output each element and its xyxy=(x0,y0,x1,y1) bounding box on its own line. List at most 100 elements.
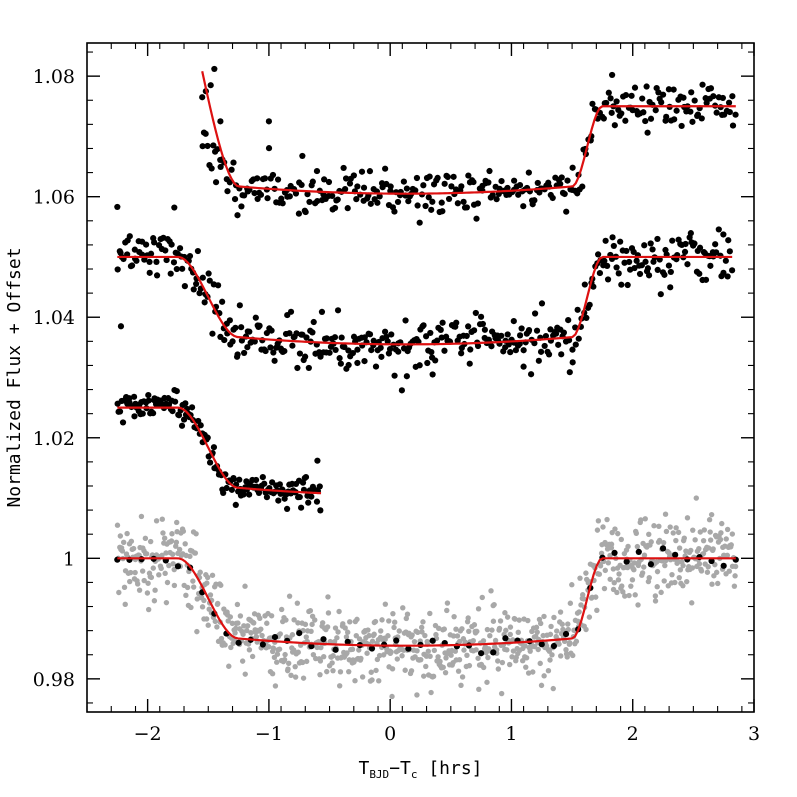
raw-point xyxy=(351,659,357,665)
data-point xyxy=(657,291,664,298)
raw-point xyxy=(190,578,196,584)
raw-point xyxy=(121,584,128,591)
raw-point xyxy=(573,638,580,645)
raw-point xyxy=(266,644,272,650)
raw-point xyxy=(732,573,738,579)
data-point xyxy=(538,300,546,307)
data-point xyxy=(537,348,545,355)
raw-point xyxy=(234,601,241,608)
data-point xyxy=(230,475,237,483)
raw-point xyxy=(660,539,667,546)
data-point xyxy=(609,71,616,79)
data-point xyxy=(694,111,702,118)
raw-point xyxy=(605,560,612,566)
data-point xyxy=(549,194,556,202)
raw-point xyxy=(597,563,604,569)
data-point xyxy=(572,341,579,348)
data-point xyxy=(608,109,615,116)
data-point xyxy=(412,187,419,194)
raw-point xyxy=(676,545,683,551)
data-point xyxy=(353,196,360,203)
raw-point xyxy=(631,560,637,566)
data-point xyxy=(252,314,259,321)
data-point xyxy=(367,200,374,207)
raw-point xyxy=(389,666,396,672)
data-point xyxy=(691,97,698,104)
raw-point xyxy=(385,633,391,639)
raw-point xyxy=(638,517,644,523)
raw-point xyxy=(218,582,224,588)
data-point xyxy=(448,183,455,190)
raw-point xyxy=(418,656,424,663)
raw-point xyxy=(274,651,281,657)
data-point xyxy=(131,413,138,420)
data-point xyxy=(725,99,733,106)
x-tick-label: 3 xyxy=(748,723,760,745)
data-point xyxy=(252,476,260,484)
raw-point xyxy=(444,607,450,614)
y-tick-label: 1.04 xyxy=(33,307,75,329)
raw-point xyxy=(134,581,141,587)
data-point xyxy=(238,337,245,344)
raw-point xyxy=(403,615,410,622)
raw-point xyxy=(170,561,176,567)
raw-point xyxy=(356,647,362,653)
data-point xyxy=(354,359,361,367)
binned-point xyxy=(308,643,315,650)
raw-point xyxy=(628,583,634,589)
raw-point xyxy=(437,658,443,665)
raw-point xyxy=(442,669,449,676)
raw-point xyxy=(264,620,270,626)
data-point xyxy=(341,343,348,351)
raw-point xyxy=(194,628,200,635)
raw-point xyxy=(557,609,564,615)
data-point xyxy=(673,107,680,114)
data-point xyxy=(602,237,609,244)
raw-point xyxy=(631,567,637,573)
data-point xyxy=(439,208,446,215)
raw-point xyxy=(718,530,724,536)
data-point xyxy=(427,329,434,337)
raw-point xyxy=(615,577,622,583)
y-tick-label: 1 xyxy=(63,548,75,570)
raw-point xyxy=(475,606,482,612)
data-point xyxy=(223,484,230,492)
raw-point xyxy=(330,667,336,674)
data-point xyxy=(652,107,659,114)
raw-point xyxy=(272,683,279,689)
data-point xyxy=(618,281,625,288)
raw-point xyxy=(281,656,288,663)
data-point xyxy=(696,270,703,277)
data-point xyxy=(689,118,696,125)
data-point xyxy=(589,100,596,107)
raw-point xyxy=(325,610,332,616)
raw-point xyxy=(378,628,384,634)
raw-point xyxy=(411,638,418,645)
data-point xyxy=(251,190,258,197)
data-point xyxy=(444,173,451,181)
data-point xyxy=(688,89,695,96)
binned-point xyxy=(538,641,545,648)
data-point xyxy=(226,317,233,324)
data-point xyxy=(504,184,511,192)
data-point xyxy=(405,198,412,205)
raw-point xyxy=(389,693,395,700)
data-point xyxy=(368,347,375,354)
data-point xyxy=(565,317,572,324)
raw-point xyxy=(329,660,335,666)
raw-point xyxy=(522,643,528,649)
raw-point xyxy=(661,578,667,584)
binned-point xyxy=(550,642,558,650)
raw-points-layer xyxy=(114,495,739,700)
raw-point xyxy=(354,616,360,623)
raw-point xyxy=(147,538,154,545)
data-point xyxy=(542,332,550,340)
raw-point xyxy=(450,633,457,639)
raw-point xyxy=(127,578,133,585)
raw-point xyxy=(163,550,169,556)
data-point xyxy=(618,110,625,117)
data-point xyxy=(655,89,662,96)
axis-ticks: −2 −1 0 1 2 3 0.98 1 1.02 1.04 1.06 1.08 xyxy=(33,43,760,745)
data-point xyxy=(366,331,374,338)
raw-point xyxy=(420,619,426,625)
